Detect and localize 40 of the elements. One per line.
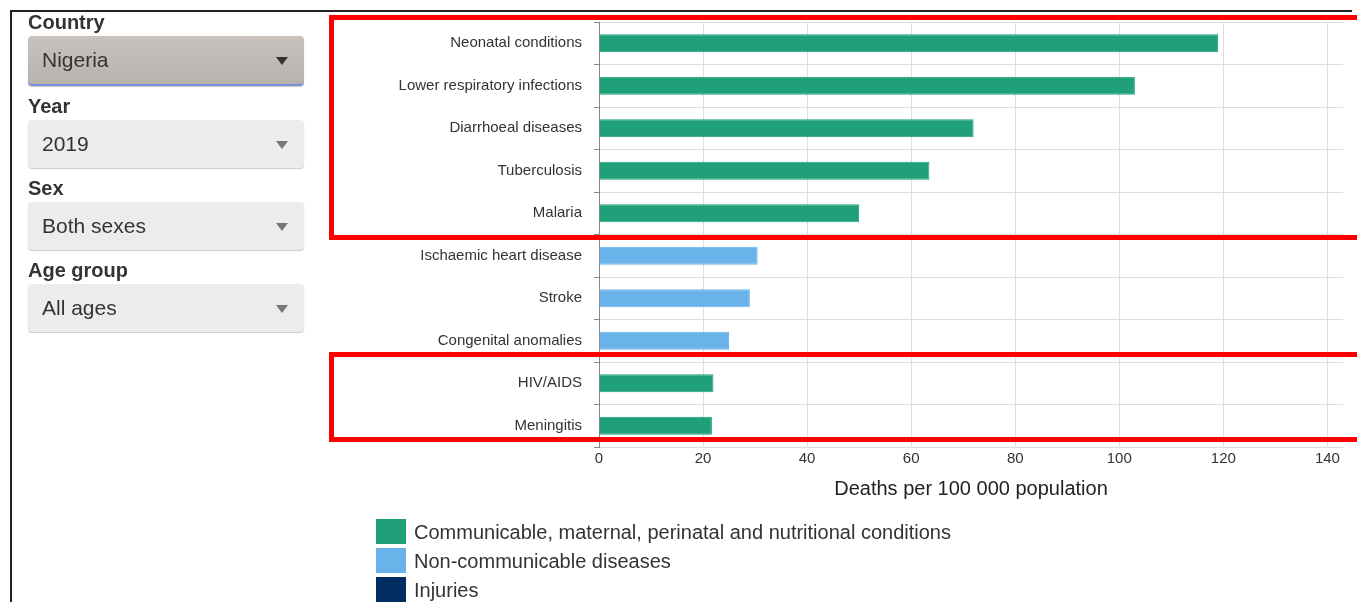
bar	[599, 119, 974, 138]
x-tick-label: 140	[1314, 449, 1340, 467]
y-tick-label: HIV/AIDS	[517, 373, 582, 391]
text: Sex	[28, 176, 65, 201]
y-tick-label: Neonatal conditions	[450, 33, 582, 51]
bar	[599, 416, 712, 435]
x-tick-label: 60	[902, 449, 920, 467]
y-tick-label: Diarrhoeal diseases	[449, 118, 582, 136]
dropdown: Nigeria	[28, 36, 304, 86]
text: Year	[28, 94, 72, 119]
x-tick-label: 80	[1006, 449, 1024, 467]
x-axis-title: Deaths per 100 000 population	[834, 476, 1108, 499]
legend-label: Injuries	[414, 577, 479, 602]
x-tick-label: 120	[1210, 449, 1236, 467]
y-tick-label: Ischaemic heart disease	[420, 245, 582, 263]
y-tick-label: Congenital anomalies	[437, 330, 582, 348]
dropdown: 2019	[28, 120, 304, 168]
y-tick-label: Meningitis	[514, 415, 582, 433]
dropdown: Both sexes	[28, 202, 304, 250]
x-tick-label: 40	[798, 449, 816, 467]
bar	[599, 161, 930, 180]
x-tick-label: 0	[594, 449, 604, 467]
bar	[599, 204, 860, 223]
y-tick-label: Stroke	[538, 288, 582, 306]
y-tick-label: Lower respiratory infections	[398, 75, 582, 93]
x-tick-label: 100	[1106, 449, 1132, 467]
bar	[599, 34, 1219, 53]
x-tick-label: 20	[694, 449, 712, 467]
text: Age group	[28, 258, 129, 283]
bar	[599, 246, 758, 265]
text: Country	[28, 10, 106, 35]
legend-label: Non-communicable diseases	[414, 548, 671, 573]
y-tick-label: Malaria	[532, 203, 583, 221]
bar	[599, 374, 714, 393]
bar	[599, 331, 730, 350]
legend-label: Communicable, maternal, perinatal and nutritional conditions	[414, 519, 951, 544]
bar	[599, 289, 750, 308]
y-tick-label: Tuberculosis	[497, 160, 582, 178]
bar	[599, 76, 1135, 95]
dropdown: All ages	[28, 284, 304, 332]
